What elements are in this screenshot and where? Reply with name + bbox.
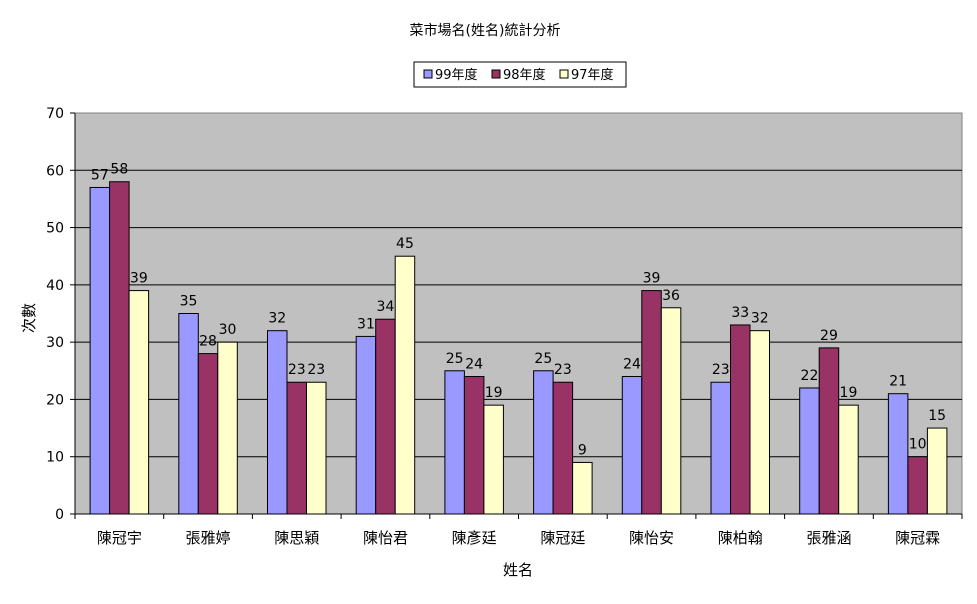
data-label: 29 [820,328,838,344]
data-label: 30 [219,322,237,338]
data-label: 24 [465,357,483,373]
bar [907,456,928,515]
data-label: 19 [840,385,858,401]
data-label: 39 [643,271,661,287]
bar [375,318,396,515]
legend-label: 97年度 [571,67,614,83]
legend-label: 98年度 [503,67,546,83]
x-tick-label: 張雅婷 [186,529,231,547]
data-label: 31 [357,316,375,332]
bar [178,313,199,515]
data-label: 25 [446,351,464,367]
y-tick-label: 30 [46,335,64,351]
bar [887,393,909,515]
bars [89,181,948,515]
bar [89,186,111,515]
data-label: 22 [801,368,819,384]
data-label: 23 [288,362,306,378]
bar [128,290,150,515]
x-tick-label: 陳冠廷 [540,529,585,547]
data-label: 33 [731,305,749,321]
data-label: 35 [180,294,198,310]
y-axis-ticks: 0 10 20 30 40 50 60 70 [46,106,75,523]
bar [197,353,219,515]
legend: 99年度 98年度 97年度 [413,61,627,88]
bar [710,381,731,515]
bar [730,324,751,515]
chart-title: 菜市場名(姓名)統計分析 [410,22,561,39]
bar [572,461,593,515]
bar [926,427,948,515]
x-tick-label: 陳柏翰 [718,529,763,547]
data-label: 32 [751,311,769,327]
x-tick-label: 陳怡君 [363,529,408,547]
bar [621,376,643,515]
bar [818,347,840,515]
data-label: 21 [889,374,907,390]
bar [552,381,574,515]
data-label: 23 [554,362,572,378]
x-tick-label: 陳冠宇 [97,529,142,547]
data-label: 28 [199,334,217,350]
data-label: 36 [662,288,680,304]
bar [483,404,504,515]
y-tick-label: 60 [46,163,64,179]
data-label: 58 [110,162,128,178]
x-axis-label: 姓名 [503,561,533,579]
bar [444,370,465,515]
x-tick-label: 陳彥廷 [452,529,497,547]
data-label: 45 [396,236,414,252]
x-tick-label: 陳怡安 [629,529,674,547]
legend-label: 99年度 [435,67,478,83]
bar [799,387,820,515]
data-label: 23 [307,362,325,378]
bar [463,376,485,515]
y-tick-label: 10 [46,450,64,466]
y-tick-label: 0 [55,507,64,523]
data-label: 15 [928,408,946,424]
bar [749,330,770,515]
y-tick-label: 50 [46,221,64,237]
data-label: 34 [377,299,395,315]
data-label: 9 [578,442,587,458]
data-label: 19 [485,385,503,401]
y-tick-label: 70 [46,106,64,122]
data-label: 10 [909,437,927,453]
legend-swatch [491,69,501,79]
bar [533,370,554,515]
bar [394,255,416,515]
data-label: 25 [534,351,552,367]
data-label: 23 [712,362,730,378]
legend-swatch [559,69,569,79]
y-axis-label: 次數 [20,303,38,333]
x-tick-label: 張雅涵 [806,529,851,547]
data-label: 57 [91,167,109,183]
bar [217,341,238,515]
x-tick-label: 陳思穎 [274,529,319,547]
bar [641,290,662,515]
x-axis-ticks: 陳冠宇 張雅婷 陳思穎 陳怡君 陳彥廷 陳冠廷 陳怡安 陳柏翰 張雅涵 陳冠霖 [74,514,963,547]
y-tick-label: 20 [46,392,64,408]
bar [660,307,682,515]
bar [267,330,288,515]
bar [838,404,859,515]
legend-swatch [423,69,433,79]
bar [355,335,377,515]
legend-box [413,61,627,88]
bar [306,381,327,515]
bar [109,181,130,515]
y-tick-label: 40 [46,278,64,294]
data-label: 39 [130,271,148,287]
data-label: 32 [268,311,286,327]
data-label: 24 [623,357,641,373]
x-tick-label: 陳冠霖 [895,529,940,547]
bar [286,381,307,515]
